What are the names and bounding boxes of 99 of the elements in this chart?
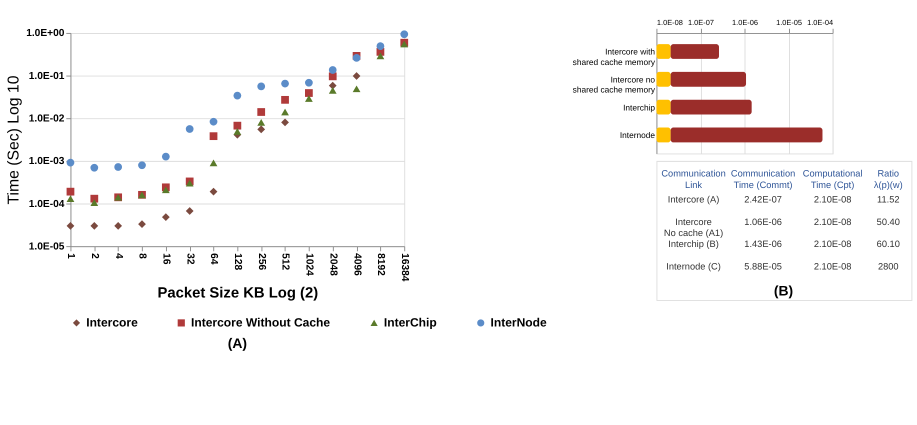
- point: [90, 164, 98, 172]
- y-tick-label: 1.0E-04: [28, 198, 65, 210]
- x-tick-label: 1.0E-05: [776, 18, 802, 28]
- x-tick-label: 2: [88, 253, 100, 260]
- text: 11.52: [877, 194, 900, 205]
- legend-label: InterChip: [384, 316, 437, 330]
- point: [305, 89, 313, 97]
- point: [233, 128, 242, 135]
- text: 2800: [878, 261, 899, 272]
- text: Internode (C): [666, 261, 721, 272]
- point: [281, 80, 289, 88]
- text: Communication Link: [661, 168, 726, 190]
- point: [210, 188, 218, 196]
- point: [90, 199, 98, 206]
- point: [233, 122, 242, 130]
- point: [352, 72, 360, 80]
- point: [210, 118, 218, 126]
- point: [400, 30, 408, 38]
- text: Ratio λ(p)(w): [874, 168, 903, 190]
- point: [281, 96, 289, 104]
- point: [186, 125, 194, 133]
- point: [162, 152, 170, 160]
- text: 2.10E-08: [814, 194, 852, 205]
- point: [328, 66, 337, 74]
- x-tick-label: 16384: [398, 253, 410, 282]
- point: [257, 82, 266, 90]
- x-tick-label: 1024: [304, 253, 315, 276]
- x-tick-label: 128: [232, 253, 244, 270]
- y-tick-label: 1.0E-01: [28, 70, 65, 82]
- y-tick-label: Internode: [620, 130, 656, 140]
- point: [138, 161, 146, 170]
- text: 60.10: [876, 239, 900, 250]
- text: Intercore No cache (A1): [664, 216, 724, 238]
- x-axis-title: Packet Size KB Log (2): [157, 285, 318, 302]
- legend-label: Intercore: [86, 316, 138, 330]
- point: [281, 118, 289, 126]
- x-tick-label: 1.0E-08: [656, 18, 683, 28]
- point: [90, 222, 98, 230]
- point: [281, 108, 289, 116]
- point: [210, 132, 218, 140]
- y-tick-label: 1.0E-02: [28, 113, 65, 124]
- point: [162, 186, 170, 194]
- text: 1.06E-06: [744, 216, 782, 227]
- text: 2.42E-07: [744, 194, 782, 205]
- point: [210, 159, 218, 166]
- text: 5.88E-05: [744, 261, 782, 272]
- point: [352, 85, 360, 92]
- legend-label: InterNode: [490, 316, 548, 330]
- point: [376, 42, 384, 50]
- x-tick-label: 8: [136, 253, 148, 260]
- text: Computational Time (Cpt): [802, 168, 862, 190]
- x-tick-label: 1.0E-06: [732, 18, 758, 28]
- x-tick-label: 32: [184, 253, 196, 265]
- x-tick-label: 4096: [351, 253, 362, 276]
- text: 50.40: [876, 216, 900, 227]
- text: Communication Time (Commt): [730, 168, 796, 190]
- point: [186, 207, 194, 215]
- x-tick-label: 512: [280, 253, 291, 270]
- x-tick-label: 64: [208, 253, 220, 265]
- text: (A): [228, 335, 248, 352]
- text: Intercore (A): [668, 194, 720, 205]
- y-tick-label: 1.0E-05: [28, 241, 65, 252]
- point: [305, 78, 313, 87]
- y-axis-title: Time (Sec) Log 10: [6, 75, 23, 205]
- point: [328, 87, 337, 94]
- text: 1.43E-06: [744, 239, 782, 250]
- text: 2.10E-08: [814, 261, 852, 272]
- x-tick-label: 8192: [375, 253, 386, 276]
- point: [114, 222, 122, 230]
- point: [233, 92, 242, 100]
- x-tick-label: 256: [256, 253, 267, 270]
- point: [257, 108, 266, 116]
- point: [114, 163, 122, 171]
- x-tick-label: 4: [112, 253, 124, 260]
- point: [162, 213, 170, 222]
- y-tick-label: Interchip: [623, 102, 656, 112]
- text: (B): [774, 282, 794, 298]
- y-tick-label: 1.0E-03: [28, 156, 65, 168]
- point: [138, 220, 146, 228]
- point: [376, 52, 384, 60]
- legend-label: Intercore Without Cache: [191, 316, 330, 330]
- x-tick-label: 2048: [327, 253, 338, 276]
- x-tick-label: 1: [65, 253, 76, 260]
- point: [66, 222, 74, 230]
- y-tick-label: Intercore no shared cache memory: [572, 74, 656, 95]
- x-tick-label: 1.0E-07: [688, 18, 714, 28]
- point: [66, 188, 74, 196]
- y-tick-label: Intercore with shared cache memory: [572, 46, 656, 67]
- point: [257, 119, 266, 126]
- text: Interchip (B): [668, 239, 719, 250]
- x-tick-label: 16: [160, 253, 172, 265]
- point: [305, 95, 313, 102]
- x-tick-label: 1.0E-04: [807, 18, 834, 28]
- text: 2.10E-08: [814, 216, 852, 227]
- point: [66, 158, 74, 167]
- point: [66, 195, 74, 202]
- point: [257, 125, 266, 134]
- y-tick-label: 1.0E+00: [26, 28, 65, 40]
- text: 2.10E-08: [814, 239, 852, 250]
